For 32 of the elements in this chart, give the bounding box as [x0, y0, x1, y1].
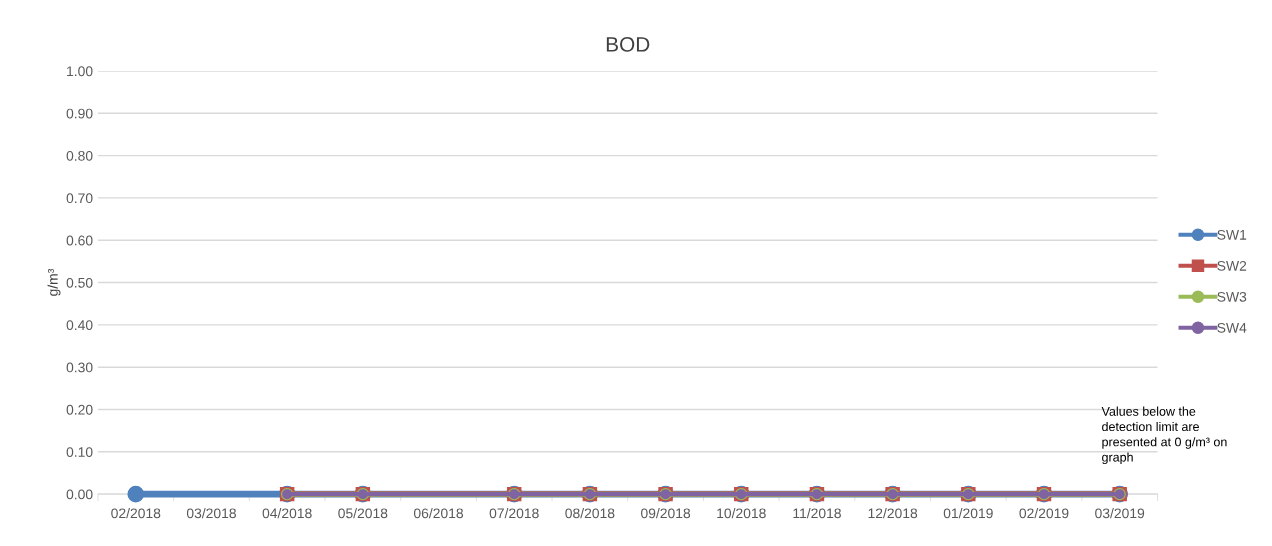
x-tick-label: 03/2019 — [1095, 508, 1145, 519]
x-tick-label: 06/2018 — [413, 508, 464, 519]
y-tick-label: 0.70 — [66, 193, 93, 204]
y-tick-label: 0.30 — [66, 362, 93, 373]
x-tick-label: 07/2018 — [489, 508, 539, 519]
legend-label: SW3 — [1217, 291, 1247, 302]
x-tick-label: 04/2018 — [262, 508, 312, 519]
y-tick-label: 0.00 — [66, 489, 93, 500]
x-tick-label: 10/2018 — [717, 508, 766, 519]
y-tick-label: 0.40 — [66, 320, 93, 331]
x-tick-label: 02/2019 — [1019, 508, 1069, 519]
x-tick-label: 08/2018 — [565, 508, 615, 519]
x-tick-label: 09/2018 — [641, 508, 691, 519]
y-tick-label: 1.00 — [67, 66, 93, 77]
y-tick-label: 0.80 — [66, 150, 93, 161]
y-axis-title: g/m³ — [47, 268, 61, 296]
y-tick-label: 0.50 — [66, 277, 93, 288]
annotation: Values below the detection limit are presented at 0 g/m³ on graph — [1101, 406, 1227, 465]
legend-label: SW2 — [1217, 260, 1247, 271]
x-tick-label: 02/2018 — [111, 508, 161, 519]
legend-label: SW1 — [1217, 229, 1247, 240]
legend-label: SW4 — [1217, 322, 1247, 333]
y-tick-label: 0.10 — [66, 447, 93, 457]
y-tick-label: 0.90 — [66, 108, 93, 119]
y-tick-label: 0.60 — [66, 235, 93, 246]
chart-title: BOD — [606, 36, 650, 52]
x-tick-label: 03/2018 — [186, 508, 236, 519]
y-tick-label: 0.20 — [66, 404, 93, 415]
x-tick-label: 01/2019 — [943, 508, 993, 519]
x-tick-label: 12/2018 — [868, 508, 918, 519]
x-tick-label: 11/2018 — [793, 508, 841, 519]
x-tick-label: 05/2018 — [338, 508, 388, 519]
